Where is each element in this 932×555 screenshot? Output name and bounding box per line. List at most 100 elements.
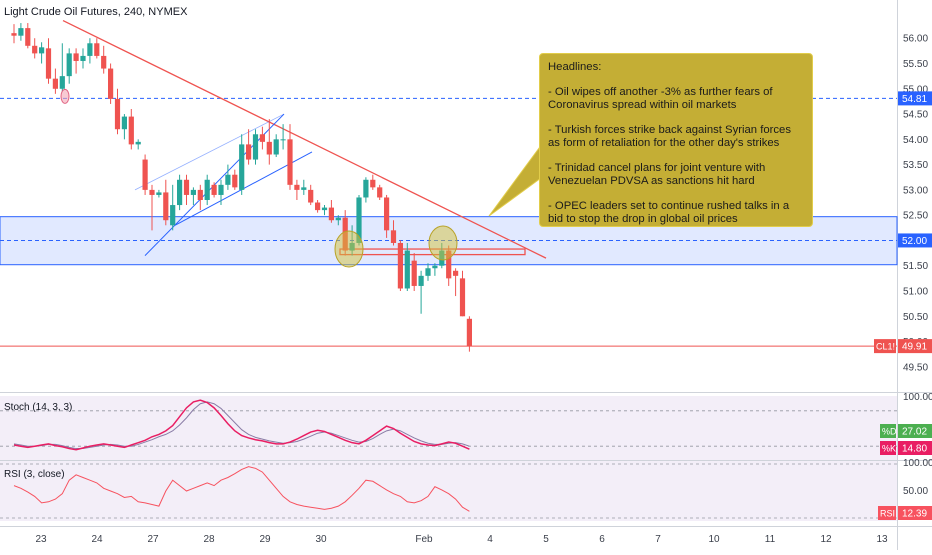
candle-body — [459, 278, 466, 317]
x-tick-label: 28 — [203, 534, 215, 545]
stoch-k-line — [13, 399, 470, 451]
candle-body — [377, 187, 383, 198]
x-tick-label: 24 — [91, 534, 103, 545]
headlines-callout[interactable]: Headlines: - Oil wipes off another -3% a… — [539, 53, 813, 227]
candle-body — [32, 45, 38, 54]
x-tick-label: 27 — [147, 534, 159, 545]
level-price-label: 52.00 — [902, 236, 927, 247]
candle-body — [273, 139, 279, 155]
candle-body — [246, 144, 252, 160]
symbol-tag — [874, 339, 896, 354]
candle-body — [142, 159, 148, 190]
candle-body — [121, 116, 127, 130]
channel-mid-line — [134, 113, 285, 191]
candle-body — [11, 33, 17, 36]
y-tick-label: 51.50 — [903, 261, 928, 272]
candle-body — [94, 43, 100, 56]
x-tick-label: 4 — [487, 534, 493, 545]
y-tick-label: 53.50 — [903, 160, 928, 171]
stoch-title: Stoch (14, 3, 3) — [4, 402, 72, 413]
y-tick-label: 55.00 — [903, 84, 928, 95]
y-tick-label: 50.50 — [903, 312, 928, 323]
y-tick-label: 51.00 — [903, 287, 928, 298]
candle-body — [259, 134, 265, 142]
candle-body — [108, 68, 114, 99]
highlight-ellipse — [334, 230, 364, 268]
x-tick-label: 13 — [876, 534, 888, 545]
candle-body — [52, 78, 58, 89]
candle-body — [170, 205, 176, 226]
rsi-title: RSI (3, close) — [4, 469, 65, 480]
chart-title: Light Crude Oil Futures, 240, NYMEX — [4, 6, 188, 18]
y-tick-label: 56.00 — [903, 34, 928, 45]
headline-item: - Trinidad cancel plans for joint ventur… — [548, 162, 766, 187]
candle-body — [183, 179, 190, 195]
candle-body — [18, 28, 24, 36]
candle-body — [397, 242, 403, 289]
rsi-line — [13, 466, 470, 512]
descending-trendline — [62, 19, 547, 259]
candle-body — [87, 43, 93, 56]
x-tick-label: 10 — [708, 534, 720, 545]
y-tick-label: 54.50 — [903, 110, 928, 121]
candle-body — [266, 141, 272, 155]
level-price-tag — [898, 91, 932, 106]
candle-body — [239, 144, 245, 190]
candle-body — [190, 189, 196, 195]
headline-item: - Oil wipes off another -3% as further f… — [548, 86, 773, 111]
highlight-ellipse — [428, 225, 458, 261]
rsi-series-name: RSI — [880, 509, 895, 519]
candle-body — [321, 207, 328, 211]
candle-body — [66, 53, 72, 77]
rsi-tick-label: 50.00 — [903, 486, 928, 497]
x-tick-label: 12 — [820, 534, 832, 545]
last-price-label: 49.91 — [902, 342, 927, 353]
candle-body — [225, 174, 231, 185]
stoch-series-name: %K — [882, 444, 896, 454]
rsi-value-tag — [898, 506, 932, 520]
symbol-label: CL1! — [876, 342, 895, 352]
candle-body — [163, 192, 169, 221]
stoch-series-name: %D — [882, 427, 897, 437]
candle-body — [45, 48, 52, 79]
candle-body — [73, 53, 79, 61]
stoch-value-tag — [898, 424, 932, 438]
candle-body — [287, 139, 293, 185]
y-tick-label: 49.50 — [903, 362, 928, 373]
candle-body — [135, 141, 141, 145]
candle-body — [390, 230, 397, 243]
candle-body — [294, 184, 300, 190]
level-price-label: 54.81 — [902, 94, 927, 105]
y-tick-label: 55.50 — [903, 59, 928, 70]
level-price-tag — [898, 233, 932, 248]
candle-body — [315, 202, 321, 211]
candle-body — [418, 275, 424, 286]
candle-body — [114, 98, 121, 130]
candle-body — [39, 47, 45, 54]
y-tick-label: 53.00 — [903, 185, 928, 196]
candle-body — [252, 134, 259, 160]
candle-body — [149, 189, 155, 195]
candle-body — [128, 116, 134, 145]
candle-body — [356, 197, 362, 243]
callout-pointer — [488, 138, 546, 217]
candle-body — [80, 55, 86, 61]
candle-body — [211, 184, 217, 195]
candle-body — [411, 260, 417, 286]
headline-item: - Turkish forces strike back against Syr… — [548, 124, 791, 149]
highlight-ellipse — [60, 88, 70, 104]
x-tick-label: 6 — [599, 534, 605, 545]
candle-body — [432, 265, 438, 269]
candle-body — [197, 189, 203, 200]
candle-body — [232, 174, 238, 188]
candle-body — [370, 179, 376, 188]
x-tick-label: Feb — [415, 534, 433, 545]
stoch-value-label: 27.02 — [902, 427, 927, 438]
candle-body — [453, 270, 459, 276]
candle-body — [363, 179, 369, 198]
candle-body — [101, 55, 107, 69]
candle-body — [425, 268, 431, 276]
candle-body — [335, 217, 341, 221]
